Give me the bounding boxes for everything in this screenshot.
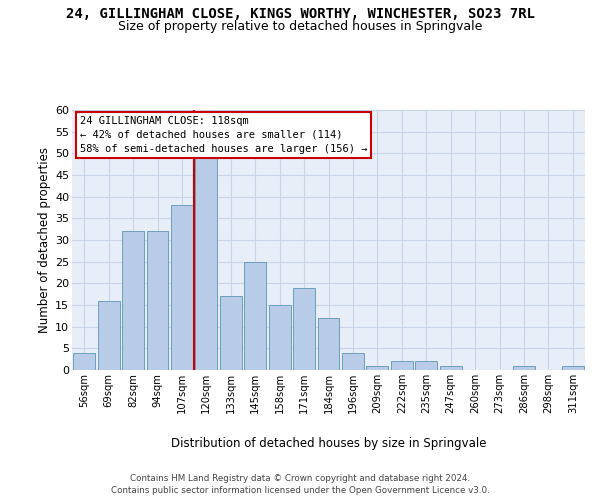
Bar (171, 206, 193, 370)
Text: Contains HM Land Registry data © Crown copyright and database right 2024.
Contai: Contains HM Land Registry data © Crown c… (110, 474, 490, 495)
Bar (244, 262, 266, 370)
Bar (98, 300, 119, 370)
Bar (220, 296, 242, 370)
Bar (367, 366, 388, 370)
Bar (146, 232, 169, 370)
Bar (196, 158, 217, 370)
Bar (562, 366, 584, 370)
Bar (317, 318, 340, 370)
Bar (513, 366, 535, 370)
Text: Distribution of detached houses by size in Springvale: Distribution of detached houses by size … (171, 438, 487, 450)
Text: 24 GILLINGHAM CLOSE: 118sqm
← 42% of detached houses are smaller (114)
58% of se: 24 GILLINGHAM CLOSE: 118sqm ← 42% of det… (80, 116, 367, 154)
Bar (73, 352, 95, 370)
Bar (293, 288, 315, 370)
Bar (342, 352, 364, 370)
Bar (415, 362, 437, 370)
Bar (440, 366, 461, 370)
Text: Size of property relative to detached houses in Springvale: Size of property relative to detached ho… (118, 20, 482, 33)
Y-axis label: Number of detached properties: Number of detached properties (38, 147, 51, 333)
Bar (122, 232, 144, 370)
Text: 24, GILLINGHAM CLOSE, KINGS WORTHY, WINCHESTER, SO23 7RL: 24, GILLINGHAM CLOSE, KINGS WORTHY, WINC… (65, 8, 535, 22)
Bar (391, 362, 413, 370)
Bar (269, 305, 290, 370)
